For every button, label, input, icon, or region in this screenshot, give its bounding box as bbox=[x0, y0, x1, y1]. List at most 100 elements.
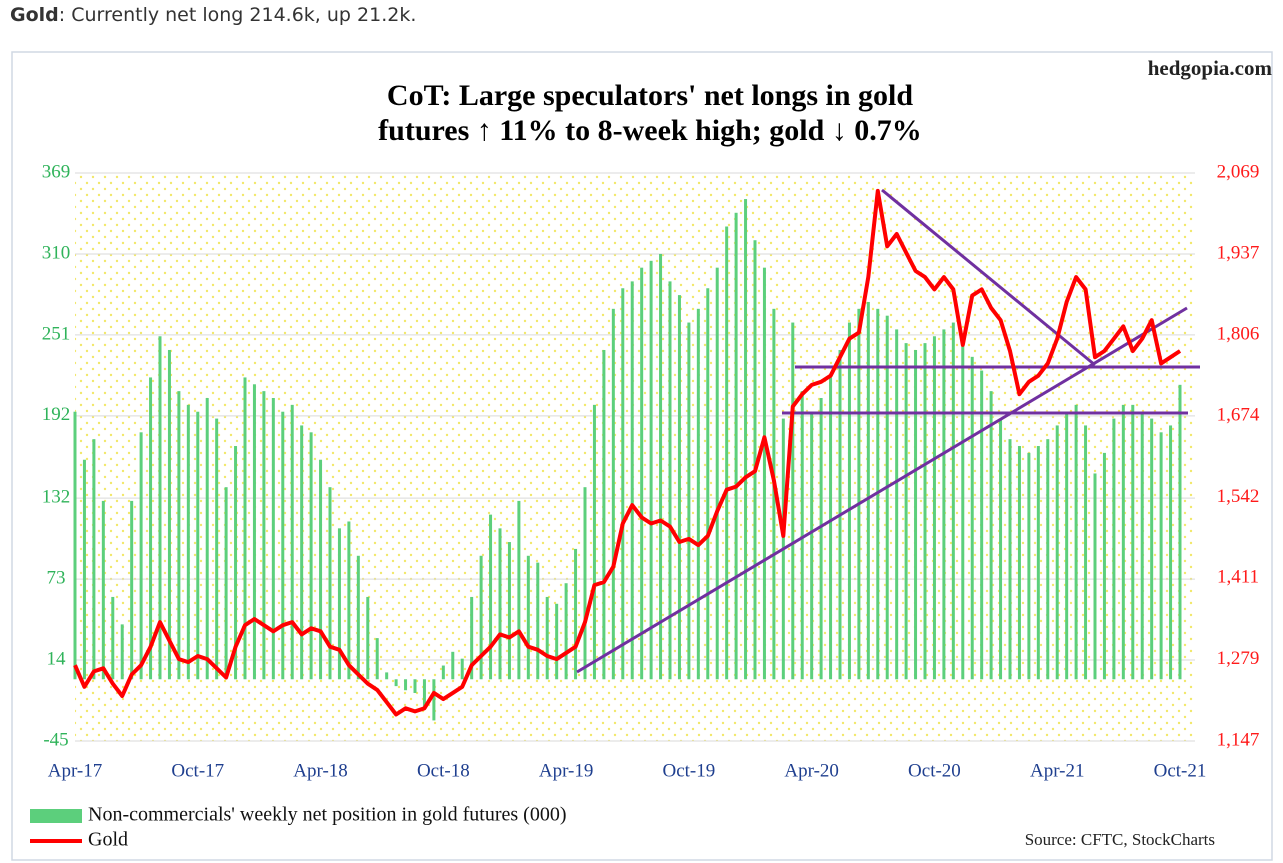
bar bbox=[847, 322, 851, 680]
bar bbox=[545, 596, 549, 680]
bar bbox=[980, 370, 984, 680]
legend-swatch bbox=[30, 809, 82, 823]
bar bbox=[583, 487, 587, 680]
bar bbox=[677, 295, 681, 680]
bar bbox=[1055, 425, 1059, 680]
y2-tick-label: 1,937 bbox=[1217, 243, 1260, 264]
header-text: : Currently net long 214.6k, up 21.2k. bbox=[59, 4, 417, 26]
bar bbox=[715, 267, 719, 680]
bar bbox=[1140, 411, 1144, 680]
plot-area bbox=[75, 173, 1195, 741]
bar bbox=[989, 391, 993, 680]
header: Gold: Currently net long 214.6k, up 21.2… bbox=[10, 4, 416, 26]
legend-label: Non-commercials' weekly net position in … bbox=[88, 804, 567, 826]
bar bbox=[819, 398, 823, 680]
bar bbox=[205, 398, 209, 680]
bar bbox=[356, 555, 360, 680]
bar bbox=[120, 624, 124, 680]
bar bbox=[592, 404, 596, 680]
bar bbox=[1112, 418, 1116, 680]
x-tick-label: Apr-17 bbox=[48, 760, 103, 781]
bar bbox=[460, 658, 464, 680]
bar bbox=[564, 583, 568, 680]
bar bbox=[366, 596, 370, 680]
bar bbox=[687, 322, 691, 680]
bar bbox=[177, 391, 181, 680]
bar bbox=[753, 240, 757, 680]
y2-tick-label: 1,674 bbox=[1217, 405, 1260, 426]
bar bbox=[92, 439, 96, 680]
bar bbox=[999, 418, 1003, 680]
bar bbox=[536, 562, 540, 680]
bar bbox=[413, 679, 417, 693]
header-bold: Gold bbox=[10, 4, 59, 26]
y-tick-label: 251 bbox=[42, 323, 71, 344]
y-tick-label: 14 bbox=[47, 648, 67, 669]
bar bbox=[923, 343, 927, 680]
bar bbox=[243, 377, 247, 680]
bar bbox=[526, 555, 530, 680]
y-tick-label: -45 bbox=[43, 729, 68, 750]
bar bbox=[1017, 446, 1021, 680]
bar bbox=[158, 336, 162, 680]
bar bbox=[375, 638, 379, 680]
bar bbox=[1093, 473, 1097, 680]
bar bbox=[951, 322, 955, 680]
bar bbox=[555, 603, 559, 680]
bar bbox=[630, 281, 634, 680]
y2-tick-label: 1,542 bbox=[1217, 486, 1260, 507]
bar bbox=[602, 349, 606, 680]
bar bbox=[961, 343, 965, 680]
bar bbox=[385, 672, 389, 680]
bar bbox=[101, 500, 105, 680]
x-tick-label: Oct-19 bbox=[663, 760, 716, 781]
bar bbox=[1074, 404, 1078, 680]
bar bbox=[347, 521, 351, 680]
bar bbox=[725, 226, 729, 680]
bar bbox=[914, 349, 918, 680]
bar bbox=[73, 411, 77, 680]
bar bbox=[328, 487, 332, 680]
bar bbox=[337, 528, 341, 680]
bar bbox=[734, 212, 738, 680]
bar bbox=[866, 301, 870, 680]
bar bbox=[82, 459, 86, 680]
bar bbox=[800, 391, 804, 680]
bar bbox=[1008, 439, 1012, 680]
bar bbox=[234, 446, 238, 680]
bar bbox=[744, 199, 748, 680]
bar bbox=[1036, 446, 1040, 680]
bar bbox=[659, 253, 663, 680]
bar bbox=[422, 679, 426, 707]
bar bbox=[621, 288, 625, 680]
bar bbox=[1046, 439, 1050, 680]
bar bbox=[394, 679, 398, 687]
bar bbox=[489, 514, 493, 680]
bar bbox=[309, 432, 313, 680]
y2-tick-label: 2,069 bbox=[1217, 161, 1260, 182]
bar bbox=[186, 404, 190, 680]
y-tick-label: 310 bbox=[42, 242, 71, 263]
bar bbox=[451, 651, 455, 680]
watermark: hedgopia.com bbox=[1148, 56, 1273, 80]
bar bbox=[696, 308, 700, 680]
chart-title: futures ↑ 11% to 8-week high; gold ↓ 0.7… bbox=[378, 114, 922, 147]
bar bbox=[290, 404, 294, 680]
bar bbox=[762, 267, 766, 680]
bar bbox=[479, 555, 483, 680]
bar bbox=[111, 596, 115, 680]
bar bbox=[1159, 432, 1163, 680]
bar bbox=[1102, 452, 1106, 680]
bar bbox=[970, 356, 974, 680]
x-tick-label: Oct-20 bbox=[908, 760, 961, 781]
bar bbox=[706, 288, 710, 680]
y-tick-label: 132 bbox=[42, 487, 71, 508]
bar bbox=[932, 336, 936, 680]
bar bbox=[1169, 425, 1173, 680]
line bbox=[73, 188, 1182, 717]
bar bbox=[252, 384, 256, 680]
y-tick-label: 73 bbox=[47, 567, 66, 588]
bar bbox=[130, 500, 134, 680]
bar bbox=[507, 542, 511, 680]
